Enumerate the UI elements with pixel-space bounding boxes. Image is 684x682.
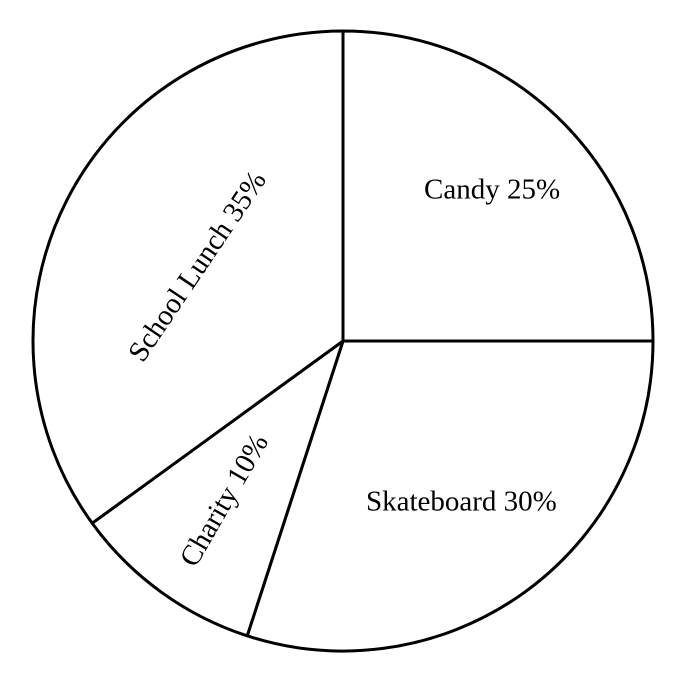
pie-slice-charity <box>90 339 345 638</box>
slice-label-skateboard: Skateboard 30% <box>366 486 557 518</box>
pie-slice-candy <box>341 29 655 343</box>
slice-label-candy: Candy 25% <box>424 174 560 206</box>
pie-slice-school-lunch <box>31 29 345 525</box>
pie-slice-skateboard <box>245 339 655 653</box>
